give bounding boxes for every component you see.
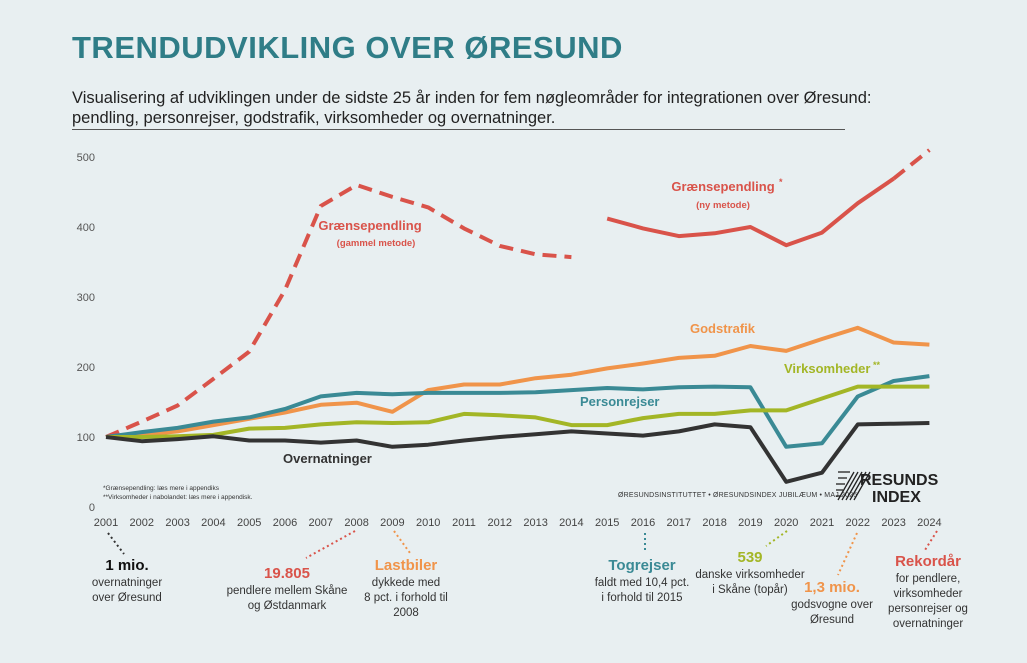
annotation-text: virksomheder <box>893 588 963 600</box>
credit-text: ØRESUNDSINSTITUTTET • ØRESUNDSINDEX JUBI… <box>618 492 858 499</box>
annotation-leader <box>107 532 125 555</box>
y-axis: 0 100 200 300 400 500 <box>77 152 95 514</box>
label-graensependling-new-sub: (ny metode) <box>696 200 750 211</box>
x-tick-label: 2019 <box>738 517 762 529</box>
series-lines <box>105 148 931 484</box>
x-tick-label: 2011 <box>452 517 476 529</box>
series-line <box>606 177 895 248</box>
x-tick-label: 2016 <box>631 517 655 529</box>
label-godstrafik: Godstrafik <box>690 321 756 336</box>
x-tick-label: 2021 <box>810 517 834 529</box>
page-title: TRENDUDVIKLING OVER ØRESUND <box>72 30 623 65</box>
logo-line-2: INDEX <box>872 489 921 504</box>
annotation-text: over Øresund <box>92 592 162 604</box>
annotation-headline: 1,3 mio. <box>804 579 860 596</box>
x-tick-label: 2004 <box>201 517 225 529</box>
annotation-text: faldt med 10,4 pct. <box>594 577 690 589</box>
x-tick-label: 2020 <box>774 517 798 529</box>
annotation-2022: 1,3 mio. godsvogne over Øresund <box>762 578 902 628</box>
annotation-leader <box>924 530 938 551</box>
label-graensependling-old: Grænsependling <box>318 218 421 233</box>
annotation-2009: Lastbiler dykkede med 8 pct. i forhold til… <box>336 556 476 621</box>
label-graensependling-new-star: * <box>779 177 783 187</box>
annotation-2008: 19.805 pendlere mellem Skåne og Østdanmark <box>217 564 357 614</box>
annotation-text: godsvogne over <box>791 599 873 611</box>
logo-line-1: RESUNDS <box>860 472 939 489</box>
annotation-text: 2008 <box>393 607 419 619</box>
annotation-headline: 1 mio. <box>105 557 149 574</box>
annotation-leader <box>837 532 858 576</box>
annotation-leader <box>393 530 411 554</box>
annotation-text: dykkede med <box>371 577 441 589</box>
annotation-headline: Togrejser <box>608 557 676 574</box>
annotation-leaders <box>107 530 938 576</box>
annotation-text: Øresund <box>809 614 855 626</box>
x-axis: 2001 2002 2003 2004 2005 2006 2007 2008 2009 2010… <box>94 517 942 529</box>
series-line <box>106 384 930 439</box>
subtitle: Visualisering af udviklingen under de si… <box>72 89 872 127</box>
y-tick-label: 400 <box>77 222 95 234</box>
label-virksomheder-star: ** <box>873 360 881 370</box>
annotation-leader <box>765 530 788 547</box>
annotation-text: i forhold til 2015 <box>601 592 683 604</box>
label-graensependling-old-sub: (gammel metode) <box>337 238 416 249</box>
footnote-2: **Virksomheder i nabolandet: læs mere i … <box>103 494 253 501</box>
annotation-text: overnatninger <box>91 577 163 589</box>
y-tick-label: 100 <box>77 432 95 444</box>
y-tick-label: 500 <box>77 152 95 164</box>
x-tick-label: 2024 <box>917 517 941 529</box>
label-personrejser: Personrejser <box>580 394 660 409</box>
y-tick-label: 200 <box>77 362 95 374</box>
annotation-headline: 19.805 <box>264 565 310 582</box>
label-virksomheder: Virksomheder <box>784 361 870 376</box>
footnote-1: *Grænsependling: læs mere i appendiks <box>103 485 219 492</box>
annotation-text: i Skåne (topår) <box>712 584 788 596</box>
annotation-headline: Rekordår <box>895 553 961 570</box>
series-line <box>105 421 930 484</box>
label-graensependling-new: Grænsependling <box>671 179 774 194</box>
x-tick-label: 2017 <box>667 517 691 529</box>
label-overnatninger: Overnatninger <box>283 451 372 466</box>
x-tick-label: 2008 <box>344 517 368 529</box>
x-tick-label: 2003 <box>165 517 189 529</box>
x-tick-label: 2012 <box>488 517 512 529</box>
y-tick-label: 300 <box>77 292 95 304</box>
x-tick-label: 2010 <box>416 517 440 529</box>
x-tick-label: 2005 <box>237 517 261 529</box>
annotation-text: for pendlere, <box>895 573 961 585</box>
annotation-2016: Togrejser faldt med 10,4 pct. i forhold ti… <box>572 556 712 606</box>
annotation-leader <box>305 530 356 559</box>
oresunds-index-logo: RESUNDS INDEX <box>836 471 939 504</box>
x-tick-label: 2001 <box>94 517 118 529</box>
divider <box>72 129 845 130</box>
x-tick-label: 2023 <box>881 517 905 529</box>
annotation-text: danske virksomheder <box>695 569 805 581</box>
annotation-text: 8 pct. i forhold til <box>364 592 448 604</box>
x-tick-label: 2014 <box>559 517 583 529</box>
annotation-text: pendlere mellem Skåne <box>226 585 348 597</box>
x-tick-label: 2002 <box>130 517 154 529</box>
series-line <box>892 148 931 181</box>
series-line <box>105 374 930 449</box>
annotation-text: overnatninger <box>892 618 964 630</box>
footnotes: *Grænsependling: læs mere i appendiks **… <box>103 484 252 502</box>
annotation-2024: Rekordår for pendlere, virksomheder personr… <box>858 552 998 632</box>
y-tick-label: 0 <box>89 502 95 514</box>
annotation-2001: 1 mio. overnatninger over Øresund <box>57 556 197 606</box>
x-tick-label: 2022 <box>846 517 870 529</box>
annotation-headline: Lastbiler <box>374 557 438 574</box>
x-tick-label: 2018 <box>702 517 726 529</box>
x-tick-label: 2015 <box>595 517 619 529</box>
annotation-2020: 539 danske virksomheder i Skåne (topår) <box>680 548 820 598</box>
series-labels: Grænsependling (gammel metode) Grænsependl… <box>283 177 881 466</box>
x-tick-label: 2013 <box>523 517 547 529</box>
x-tick-label: 2009 <box>380 517 404 529</box>
annotation-text: og Østdanmark <box>247 600 327 612</box>
annotation-text: personrejser og <box>888 603 968 615</box>
x-tick-label: 2006 <box>273 517 297 529</box>
annotation-headline: 539 <box>737 549 763 566</box>
x-tick-label: 2007 <box>309 517 333 529</box>
